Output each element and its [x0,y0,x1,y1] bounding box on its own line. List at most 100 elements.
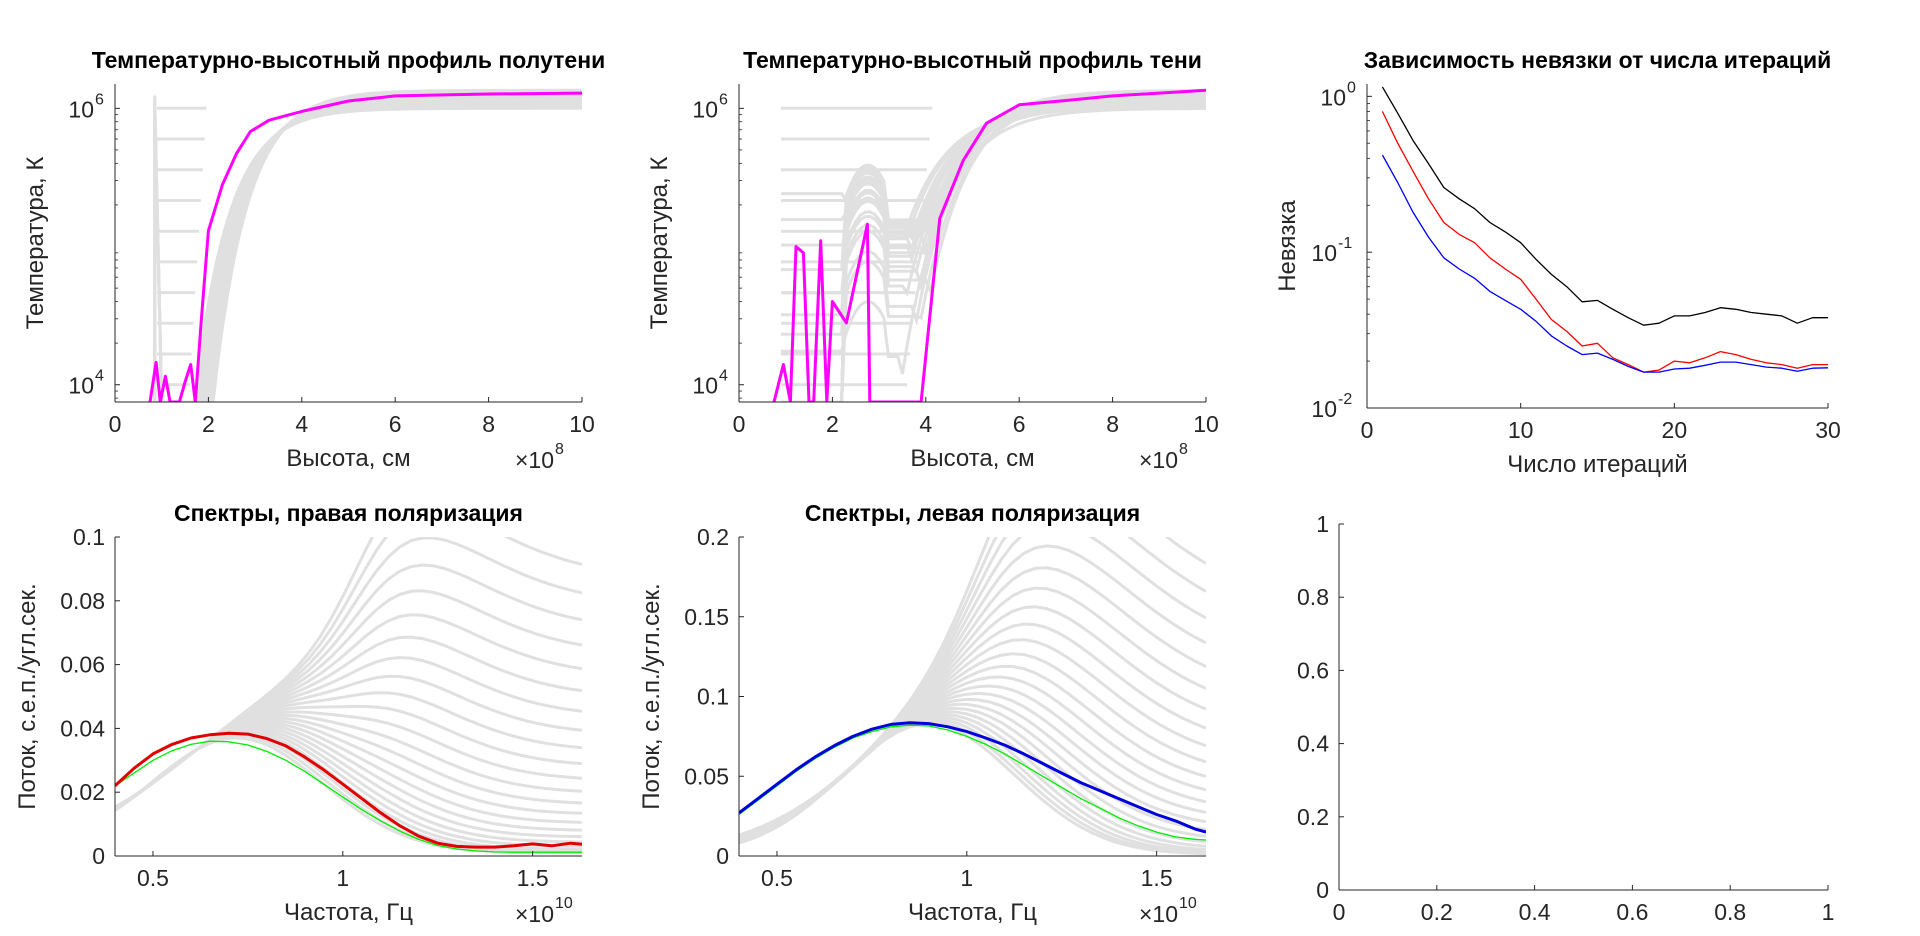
x-axis-label: Частота, Гц [284,899,413,926]
chart-3: 0.5 1 1.5 0 0.02 0.04 0.06 0.08 0.1 Спектры, прав… [14,500,582,927]
y-tick-label: 0.1 [697,684,729,710]
y-tick-label: 0.8 [1297,584,1329,610]
chart-5: 0 0.2 0.4 0.6 0.8 1 0 0.2 0.4 0.6 0.8 1 [1297,511,1834,925]
x-axis-label: Высота, см [286,445,410,472]
series-line-0 [1381,86,1828,326]
x-tick-label: 0.5 [761,865,793,891]
x-axis-multiplier: ×10 [1139,901,1178,927]
series-line-1 [739,721,1206,834]
x-axis-label: Высота, см [910,445,1034,472]
y-tick-label-exponent: 0 [1347,79,1356,96]
y-tick-label: 10 [68,373,94,399]
x-tick-label: 6 [1013,411,1026,437]
y-tick-label: 0.2 [697,524,729,550]
y-tick-label: 0 [92,843,105,869]
background-curve-11 [739,675,1206,841]
x-axis-multiplier-exponent: 10 [1179,895,1197,912]
series-line-0 [739,724,1206,841]
x-tick-label: 8 [1106,411,1119,437]
y-tick-label: 0.04 [60,715,105,741]
y-tick-label-exponent: 4 [719,368,728,385]
x-tick-label: 4 [295,411,308,437]
y-axis-label: Поток, с.е.п./угл.сек. [638,583,665,809]
chart-title: Спектры, левая поляризация [805,500,1140,526]
x-tick-label: 10 [1508,417,1534,443]
y-tick-label-exponent: 4 [95,368,104,385]
y-tick-label: 0.15 [684,604,729,630]
y-tick-label: 0.2 [1297,804,1329,830]
y-tick-label: 0.4 [1297,731,1329,757]
x-tick-label: 0 [1333,899,1346,925]
background-curve-23 [781,89,1206,402]
y-tick-label: 0.06 [60,652,105,678]
y-tick-label: 0.05 [684,763,729,789]
x-tick-label: 0.2 [1421,899,1453,925]
chart-title: Спектры, правая поляризация [174,500,523,526]
x-tick-label: 0 [109,411,122,437]
plot-area [148,88,582,402]
x-tick-label: 10 [569,411,595,437]
y-tick-label-exponent: -2 [1338,391,1352,408]
x-tick-label: 8 [482,411,495,437]
background-curve-23 [115,537,375,809]
y-tick-label: 0.02 [60,779,105,805]
x-tick-label: 1.5 [517,865,549,891]
x-tick-label: 0 [733,411,746,437]
x-tick-label: 4 [919,411,932,437]
x-axis-label: Число итераций [1507,451,1687,478]
plot-area [739,537,1206,856]
y-axis-label: Невязка [1274,200,1301,292]
y-tick-label: 0.08 [60,588,105,614]
y-tick-label: 10 [68,96,94,122]
x-axis-multiplier: ×10 [1139,447,1178,473]
y-tick-label: 10 [1311,396,1337,422]
y-axis-label: Поток, с.е.п./угл.сек. [14,583,41,809]
y-axis-label: Температура, К [646,157,673,330]
x-tick-label: 10 [1193,411,1219,437]
series-line-0 [115,740,582,853]
background-curve-23 [739,537,991,837]
y-tick-label: 10 [692,373,718,399]
x-tick-label: 20 [1662,417,1688,443]
chart-title: Температурно-высотный профиль тени [743,47,1202,73]
y-tick-label: 10 [1311,240,1337,266]
x-tick-label: 1.5 [1141,865,1173,891]
series-line-0 [772,88,1206,402]
background-curve-23 [154,88,582,402]
x-tick-label: 0.4 [1519,899,1551,925]
y-tick-label: 0 [716,843,729,869]
background-curve-3 [739,715,1206,851]
y-tick-label: 0 [1316,877,1329,903]
y-tick-label: 10 [1320,84,1346,110]
x-axis-label: Частота, Гц [908,899,1037,926]
x-tick-label: 0.5 [137,865,169,891]
x-tick-label: 0 [1361,417,1374,443]
y-tick-label-exponent: 6 [719,91,728,108]
chart-title: Зависимость невязки от числа итераций [1364,47,1832,73]
background-curve-18 [115,613,582,810]
background-curve-12 [739,664,1206,841]
y-tick-label-exponent: -1 [1338,235,1352,252]
series-line-1 [1381,111,1828,373]
plot-area [1381,86,1828,373]
y-tick-label: 0.1 [73,524,105,550]
y-tick-label: 0.6 [1297,657,1329,683]
x-tick-label: 2 [826,411,839,437]
x-tick-label: 1 [960,865,973,891]
x-tick-label: 2 [202,411,215,437]
x-axis-multiplier-exponent: 8 [1179,441,1188,458]
plot-area [772,88,1206,402]
x-tick-label: 1 [336,865,349,891]
series-line-1 [115,731,582,849]
chart-4: 0.5 1 1.5 0 0.05 0.1 0.15 0.2 Спектры, левая пол… [638,500,1206,927]
x-axis-multiplier: ×10 [515,901,554,927]
x-axis-multiplier-exponent: 8 [555,441,564,458]
chart-title: Температурно-высотный профиль полутени [92,47,606,73]
background-curve-22 [115,537,582,809]
y-tick-label-exponent: 6 [95,91,104,108]
x-axis-multiplier: ×10 [515,447,554,473]
